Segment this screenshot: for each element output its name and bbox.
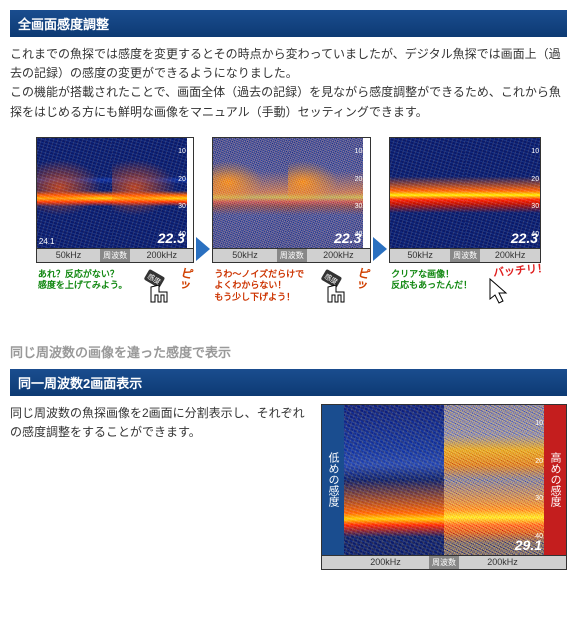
- bubble-3: クリアな画像！ 反応もあったんだ！: [389, 267, 474, 294]
- freq-right-3: 200kHz: [480, 249, 540, 262]
- freq-bar-1: 50kHz 周波数 200kHz: [36, 249, 194, 263]
- freq-bar-dual: 200kHz 周波数 200kHz: [321, 556, 567, 570]
- scale-dual: 10 20 30 40: [529, 405, 544, 555]
- depth-3: 22.3: [511, 230, 538, 246]
- sfx-1: ピッ: [175, 265, 198, 293]
- section-header-1: 全画面感度調整: [10, 10, 567, 37]
- sonar-panel-2: 10 20 30 40 22.3 50kHz 周波数 200kHz うわ〜ノイズ…: [212, 137, 371, 307]
- dual-row: 同じ周波数の魚探画像を2画面に分割表示し、それぞれの感度調整をすることができます…: [10, 404, 567, 570]
- bubble-1: あれ？反応がない？ 感度を上げてみよう。: [36, 267, 129, 294]
- freq-left-2: 50kHz: [213, 249, 276, 262]
- sonar-right-2: 10 20 30 40 22.3: [288, 138, 363, 248]
- arrow-icon-2: [373, 237, 387, 261]
- arrow-icon-1: [196, 237, 210, 261]
- freq-bar-3: 50kHz 周波数 200kHz: [389, 249, 541, 263]
- sonar-right-1: 10 20 30 40 22.3: [112, 138, 187, 248]
- section1-p1: これまでの魚探では感度を変更するとその時点から変わっていましたが、デジタル魚探で…: [10, 47, 561, 80]
- sonar-left-1: 24.1: [37, 138, 112, 248]
- sonar-display-3: 10 20 30 40 22.3: [389, 137, 541, 249]
- depth-dual: 29.1: [515, 537, 542, 553]
- freq-right-2: 200kHz: [307, 249, 370, 262]
- sonar-left-2: [213, 138, 288, 248]
- label-high-sens: 高めの感度: [544, 405, 566, 555]
- dual-right: 10 20 30 40 29.1: [444, 405, 544, 555]
- freq-label-dual: 周波数: [429, 556, 459, 569]
- freq-label-2: 周波数: [277, 249, 307, 262]
- caption-row-2: うわ〜ノイズだらけで よくわからない！ もう少し下げよう！ 感度 ピッ: [212, 267, 371, 307]
- section1-text: これまでの魚探では感度を変更するとその時点から変わっていましたが、デジタル魚探で…: [10, 45, 567, 122]
- sonar-display-1: 24.1 10 20 30 40 22.3: [36, 137, 194, 249]
- freq-left-3: 50kHz: [390, 249, 450, 262]
- depth-2: 22.3: [334, 230, 361, 246]
- bubble-2: うわ〜ノイズだらけで よくわからない！ もう少し下げよう！: [212, 267, 306, 306]
- sonar-panel-3: 10 20 30 40 22.3 50kHz 周波数 200kHz クリアな画像…: [389, 137, 541, 307]
- knob-cursor-icon-2: 感度: [310, 267, 350, 307]
- freq-right-1: 200kHz: [130, 249, 193, 262]
- label-low-sens: 低めの感度: [322, 405, 344, 555]
- gray-subhead: 同じ周波数の画像を違った感度で表示: [10, 342, 567, 361]
- depth-left-1: 24.1: [39, 237, 55, 246]
- sonar-display-2: 10 20 30 40 22.3: [212, 137, 371, 249]
- dual-left: [344, 405, 444, 555]
- freq-right-dual: 200kHz: [459, 556, 546, 569]
- sonar-right-3: 10 20 30 40 22.3: [465, 138, 540, 248]
- depth-1: 22.3: [158, 230, 185, 246]
- cursor-icon-3: バッチリ！: [478, 267, 518, 307]
- sonar-panel-1: 24.1 10 20 30 40 22.3 50kHz 周波数 200kHz あ…: [36, 137, 194, 307]
- section2-text: 同じ周波数の魚探画像を2画面に分割表示し、それぞれの感度調整をすることができます…: [10, 404, 306, 442]
- sonar-left-3: [390, 138, 465, 248]
- freq-label-3: 周波数: [450, 249, 480, 262]
- freq-bar-2: 50kHz 周波数 200kHz: [212, 249, 371, 263]
- freq-left-dual: 200kHz: [342, 556, 429, 569]
- dual-sonar-panel: 低めの感度 10 20 30 40 29.1 高めの感度 200kHz 周波数 …: [321, 404, 567, 570]
- section1-p2: この機能が搭載されたことで、画面全体（過去の記録）を見ながら感度調整ができるため…: [10, 85, 561, 118]
- freq-left-1: 50kHz: [37, 249, 100, 262]
- sfx-2: ピッ: [351, 265, 374, 293]
- caption-row-1: あれ？反応がない？ 感度を上げてみよう。 感度 ピッ: [36, 267, 194, 307]
- dual-sonar-display: 低めの感度 10 20 30 40 29.1 高めの感度: [321, 404, 567, 556]
- knob-cursor-icon-1: 感度: [133, 267, 173, 307]
- sonar-comparison-row: 24.1 10 20 30 40 22.3 50kHz 周波数 200kHz あ…: [10, 137, 567, 307]
- caption-row-3: クリアな画像！ 反応もあったんだ！ バッチリ！: [389, 267, 541, 307]
- freq-label-1: 周波数: [100, 249, 130, 262]
- section-header-2: 同一周波数2画面表示: [10, 369, 567, 396]
